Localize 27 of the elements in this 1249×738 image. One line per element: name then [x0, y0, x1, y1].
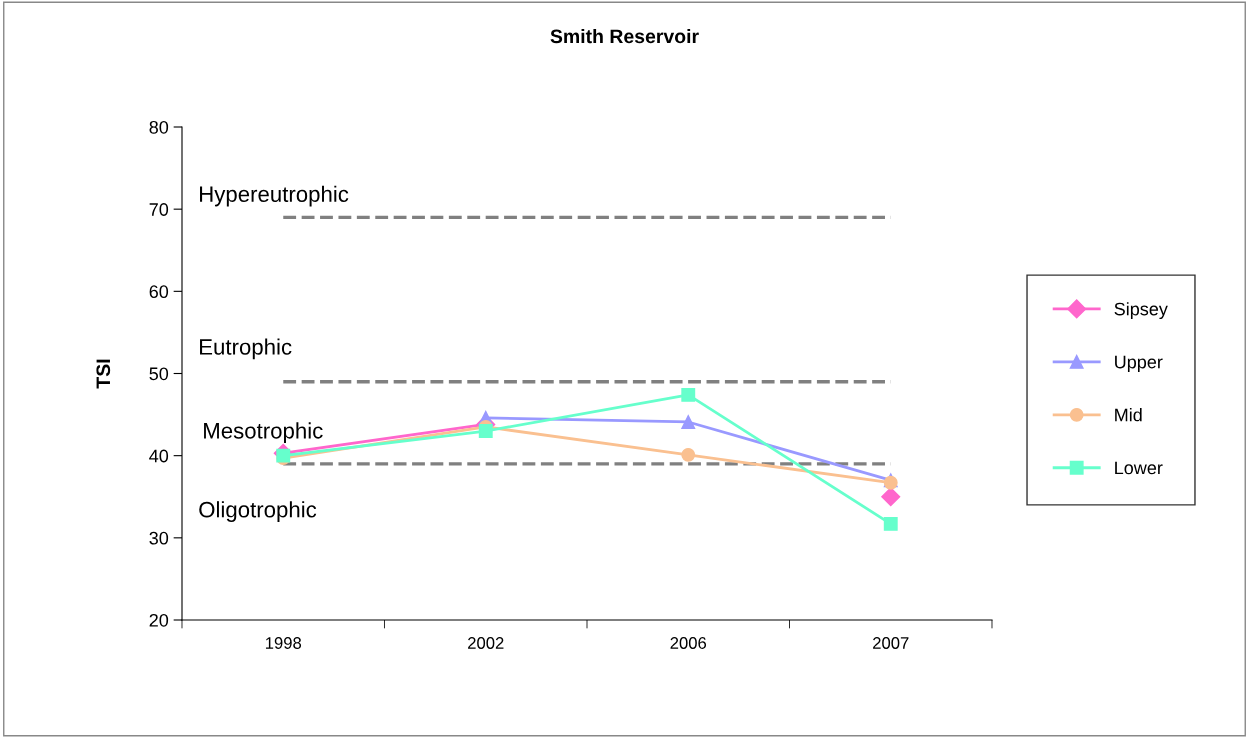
legend-label: Mid	[1115, 408, 1142, 422]
y-tick-label: 70	[149, 203, 169, 216]
y-tick-label: 80	[149, 120, 169, 134]
point	[883, 516, 898, 531]
y-tick-label: 20	[149, 613, 169, 627]
annotation: Hypereutrophic	[200, 185, 349, 207]
point	[681, 387, 696, 402]
annotation: Mesotrophic	[204, 422, 323, 444]
point	[881, 487, 901, 507]
point	[478, 424, 493, 438]
chart-title: Smith Reservoir	[550, 28, 699, 44]
point	[681, 447, 696, 462]
legend-label: Sipsey	[1114, 302, 1168, 319]
legend-label: Upper	[1115, 355, 1163, 372]
x-tick-label: 2006	[670, 637, 707, 649]
x-tick-label: 2007	[873, 637, 909, 649]
y-tick-label: 30	[149, 531, 169, 545]
x-tick-label: 1998	[265, 637, 302, 649]
point	[681, 415, 696, 429]
annotation: Oligotrophic	[199, 501, 317, 522]
y-axis-title: TSI	[96, 359, 111, 389]
annotation: Eutrophic	[200, 338, 292, 360]
x-tick-label: 2002	[468, 637, 504, 649]
legend-label: Lower	[1115, 461, 1163, 475]
y-tick-label: 60	[149, 285, 169, 299]
y-tick-label: 40	[149, 449, 169, 463]
y-tick-label: 50	[149, 367, 169, 381]
